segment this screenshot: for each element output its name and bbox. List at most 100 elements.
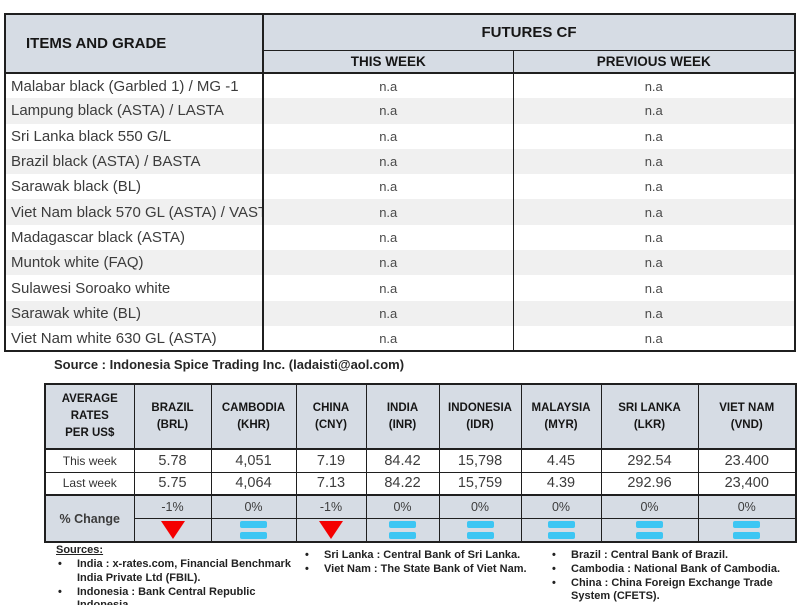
previous-week-value: n.a <box>513 98 795 124</box>
row-label: This week <box>44 448 135 473</box>
this-week-value: n.a <box>263 73 514 99</box>
previous-week-value: n.a <box>644 229 663 245</box>
previous-week-value: n.a <box>513 250 795 276</box>
table-row: Muntok white (FAQ) n.a n.a <box>5 250 795 276</box>
country-name: BRAZIL <box>151 401 194 414</box>
table-row: Sulawesi Soroako white n.a n.a <box>5 275 795 301</box>
column-header-indonesia: INDONESIA (IDR) <box>438 383 522 450</box>
sources-title: Sources: <box>56 544 104 556</box>
this-week-value: n.a <box>263 325 514 352</box>
this-week-value: n.a <box>263 199 514 225</box>
rate-value: 292.54 <box>600 448 699 473</box>
row-label: % Change <box>44 494 135 543</box>
average-rates-header: AVERAGE RATES PER US$ <box>44 383 135 450</box>
rate-value: 84.22 <box>365 471 440 496</box>
rate-value: 4,051 <box>210 448 297 473</box>
item-name: Viet Nam white 630 GL (ASTA) <box>5 325 264 352</box>
rate-value: 15,759 <box>438 471 522 496</box>
this-week-value: n.a <box>263 275 514 301</box>
source-attribution: Source : Indonesia Spice Trading Inc. (l… <box>54 357 405 372</box>
this-week-value: n.a <box>263 174 514 200</box>
table-row: Lampung black (ASTA) / LASTA n.a n.a <box>5 98 795 124</box>
percent-change-value: 0% <box>520 494 602 519</box>
rate-value: 84.42 <box>365 448 440 473</box>
rate-value: 7.19 <box>295 448 367 473</box>
this-week-value: n.a <box>263 98 514 124</box>
rate-value: 23,400 <box>697 471 797 496</box>
previous-week-header: PREVIOUS WEEK <box>513 50 795 74</box>
column-header-china: CHINA (CNY) <box>295 383 367 450</box>
previous-week-value: n.a <box>513 300 795 326</box>
table-row: Malabar black (Garbled 1) / MG -1 n.a n.… <box>5 73 795 99</box>
rate-value: 15,798 <box>438 448 522 473</box>
table-row: Sarawak white (BL) n.a n.a <box>5 300 795 326</box>
previous-week-value: n.a <box>644 128 663 144</box>
country-name: MALAYSIA <box>531 401 591 414</box>
this-week-value: n.a <box>263 224 514 251</box>
rate-value: 4.45 <box>520 448 602 473</box>
this-week-row: This week 5.78 4,051 7.19 84.42 15,798 4… <box>44 448 797 473</box>
table-row: Sarawak black (BL) n.a n.a <box>5 174 795 200</box>
column-header-cambodia: CAMBODIA (KHR) <box>210 383 297 450</box>
row-label: Last week <box>44 471 135 496</box>
percent-change-row: % Change -1% 0% -1% 0% 0% 0% 0% 0% <box>44 494 797 543</box>
percent-change-value: 0% <box>438 494 522 519</box>
list-item: India : x-rates.com, Financial Benchmark… <box>56 558 299 586</box>
trend-down-icon <box>135 519 210 541</box>
last-week-row: Last week 5.75 4,064 7.13 84.22 15,759 4… <box>44 471 797 496</box>
rate-value: 23.400 <box>697 448 797 473</box>
previous-week-value: n.a <box>644 179 663 195</box>
futures-table: ITEMS AND GRADE FUTURES CF THIS WEEK PRE… <box>4 13 796 353</box>
percent-change-value: 0% <box>600 494 699 519</box>
sources-column-2: Sri Lanka : Central Bank of Sri Lanka. V… <box>303 549 545 577</box>
currency-code: (BRL) <box>156 418 189 431</box>
table-row: Sri Lanka black 550 G/L n.a n.a <box>5 123 795 149</box>
previous-week-value: n.a <box>644 330 663 346</box>
list-item: Cambodia : National Bank of Cambodia. <box>550 563 788 577</box>
this-week-value: n.a <box>263 148 514 175</box>
country-name: INDONESIA <box>448 401 512 414</box>
average-rates-table: AVERAGE RATES PER US$ BRAZIL (BRL) CAMBOD… <box>44 383 797 543</box>
country-name: CAMBODIA <box>221 401 286 414</box>
trend-equal-icon <box>699 519 795 541</box>
country-name: SRI LANKA <box>618 401 681 414</box>
currency-code: (VND) <box>730 418 763 431</box>
previous-week-value: n.a <box>513 199 795 225</box>
sources-column-1: India : x-rates.com, Financial Benchmark… <box>56 558 299 605</box>
country-name: VIET NAM <box>719 401 775 414</box>
previous-week-value: n.a <box>513 148 795 175</box>
list-item: Indonesia : Bank Central Republic Indone… <box>56 586 299 605</box>
currency-code: (INR) <box>388 418 417 431</box>
trend-equal-icon <box>602 519 697 541</box>
item-name: Viet Nam black 570 GL (ASTA) / VASTA <box>5 199 264 225</box>
trend-icon-row <box>45 517 797 543</box>
rate-value: 4,064 <box>210 471 297 496</box>
trend-equal-icon <box>440 519 520 541</box>
table-row: Viet Nam black 570 GL (ASTA) / VASTA n.a… <box>5 199 795 225</box>
column-header-india: INDIA (INR) <box>365 383 440 450</box>
trend-down-icon <box>297 519 365 541</box>
this-week-value: n.a <box>263 123 514 149</box>
item-name: Sri Lanka black 550 G/L <box>5 123 264 149</box>
percent-change-value: 0% <box>697 494 797 519</box>
item-name: Brazil black (ASTA) / BASTA <box>5 148 264 175</box>
futures-cf-header: FUTURES CF <box>263 14 795 51</box>
this-week-header: THIS WEEK <box>263 50 514 74</box>
item-name: Sulawesi Soroako white <box>5 275 264 301</box>
item-name: Malabar black (Garbled 1) / MG -1 <box>5 73 264 99</box>
column-header-brazil: BRAZIL (BRL) <box>133 383 212 450</box>
rate-value: 5.75 <box>133 471 212 496</box>
column-header-sri-lanka: SRI LANKA (LKR) <box>600 383 699 450</box>
item-name: Lampung black (ASTA) / LASTA <box>5 98 264 124</box>
previous-week-value: n.a <box>644 280 663 296</box>
this-week-value: n.a <box>263 250 514 276</box>
items-and-grade-header: ITEMS AND GRADE <box>5 14 264 74</box>
percent-change-value: 0% <box>365 494 440 519</box>
trend-equal-icon <box>522 519 600 541</box>
currency-code: (KHR) <box>237 418 270 431</box>
item-name: Madagascar black (ASTA) <box>5 224 264 251</box>
table-row: Viet Nam white 630 GL (ASTA) n.a n.a <box>5 325 795 352</box>
list-item: China : China Foreign Exchange Trade Sys… <box>550 577 788 605</box>
rate-value: 4.39 <box>520 471 602 496</box>
